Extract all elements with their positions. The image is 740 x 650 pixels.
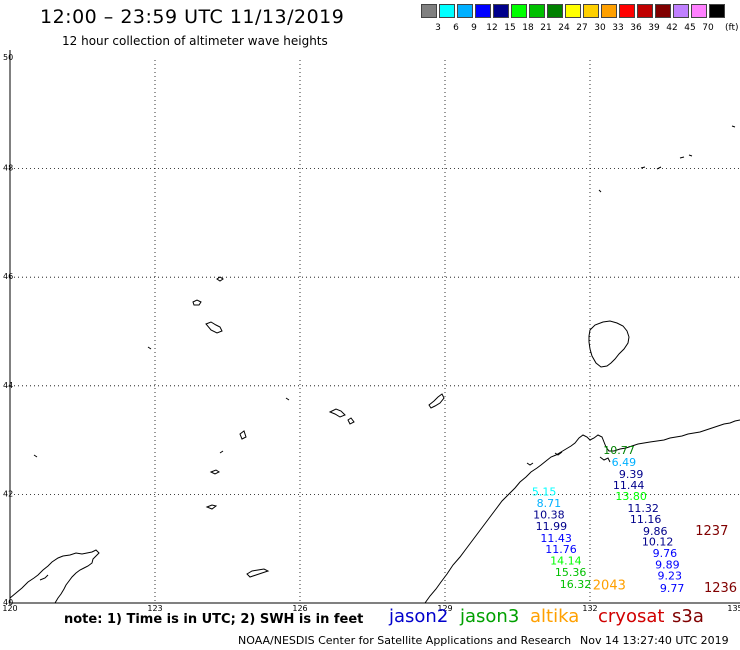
scale-tick-label: 39 [648,23,660,33]
wave-height-label: 9.23 [658,569,683,582]
scale-tick-label: 45 [684,23,696,33]
scale-swatch [493,4,509,18]
scale-swatch [601,4,617,18]
wave-height-label: 11.76 [545,543,577,556]
scale-tick-label: 3 [435,23,441,33]
scale-tick-label: 24 [558,23,570,33]
wave-height-label: 1237 [695,524,728,539]
latitude-tick-label: 42 [3,489,13,498]
latitude-tick-label: 44 [3,381,13,390]
map-title: 12:00 – 23:59 UTC 11/13/2019 [40,6,345,28]
longitude-tick-label: 120 [2,604,17,613]
scale-tick-label: 9 [471,23,477,33]
wave-height-label: 14.14 [550,555,582,568]
satellite-legend-s3a: s3a [672,606,704,627]
scale-swatch [421,4,437,18]
map-subtitle: 12 hour collection of altimeter wave hei… [62,34,328,48]
scale-swatch [439,4,455,18]
wave-height-label: 11.99 [536,520,568,533]
scale-tick-label: 18 [522,23,534,33]
scale-tick-label: 30 [594,23,606,33]
wave-height-label: 11.44 [613,479,645,492]
wave-height-label: 10.77 [603,444,635,457]
satellite-legend-cryosat: cryosat [598,606,665,627]
scale-swatch [529,4,545,18]
wave-height-label: 10.12 [642,536,674,549]
wave-height-observations: 10.776.499.3911.4413.8011.3211.169.8610.… [532,444,737,596]
longitude-tick-label: 126 [292,604,307,613]
wave-height-label: 9.77 [660,582,685,595]
satellite-legend-jason3: jason3 [460,606,520,627]
wave-height-label: 6.49 [612,456,637,469]
longitude-tick-label: 132 [582,604,597,613]
wave-height-label: 11.32 [627,502,659,515]
scale-tick-label: 21 [540,23,552,33]
wave-height-label: 1236 [704,581,737,596]
latitude-tick-label: 50 [3,53,13,62]
wave-height-label: 13.80 [615,490,647,503]
scale-swatch [583,4,599,18]
scale-tick-label: 27 [576,23,588,33]
scale-swatch [511,4,527,18]
wave-height-label: 11.16 [630,513,662,526]
scale-swatch [565,4,581,18]
wave-height-label: 2043 [593,579,626,594]
scale-tick-label: 70 [702,23,714,33]
scale-swatch [547,4,563,18]
map-frame [9,50,740,604]
scale-swatch [637,4,653,18]
wave-height-label: 9.39 [619,468,644,481]
footer-timestamp: Nov 14 13:27:40 UTC 2019 [580,634,729,647]
wave-height-label: 9.89 [655,558,680,571]
scale-swatch [655,4,671,18]
scale-tick-label: 15 [504,23,516,33]
legend-note: note: 1) Time is in UTC; 2) SWH is in fe… [64,612,364,627]
latitude-tick-label: 40 [3,598,13,607]
latitude-tick-label: 46 [3,272,13,281]
coastline [9,125,740,604]
wave-height-label: 9.76 [653,547,678,560]
wave-height-label: 15.36 [555,566,587,579]
scale-tick-label: 33 [612,23,624,33]
longitude-tick-label: 129 [437,604,452,613]
scale-swatch [619,4,635,18]
longitude-tick-label: 135 [727,604,740,613]
wave-height-label: 9.86 [643,525,668,538]
scale-swatch [673,4,689,18]
footer-credit: NOAA/NESDIS Center for Satellite Applica… [238,634,572,647]
latitude-tick-label: 48 [3,164,13,173]
lat-lon-grid: 120 123 126 129 132 135 50 48 46 44 42 40 [2,53,740,613]
scale-swatch [691,4,707,18]
scale-tick-label: 6 [453,23,459,33]
satellite-legend-altika: altika [530,606,580,627]
scale-swatch [457,4,473,18]
wave-height-label: 5.15 [532,486,557,499]
longitude-tick-label: 123 [147,604,162,613]
scale-tick-label: 36 [630,23,642,33]
scale-swatch [709,4,725,18]
scale-tick-label: 12 [486,23,498,33]
satellite-legend-jason2: jason2 [389,606,449,627]
scale-unit-label: (ft) [725,23,739,33]
wave-height-label: 8.71 [537,497,562,510]
scale-tick-label: 42 [666,23,678,33]
wave-height-label: 10.38 [533,508,565,521]
wave-height-label: 16.32 [560,578,592,591]
scale-swatch [475,4,491,18]
wave-height-label: 11.43 [540,532,572,545]
